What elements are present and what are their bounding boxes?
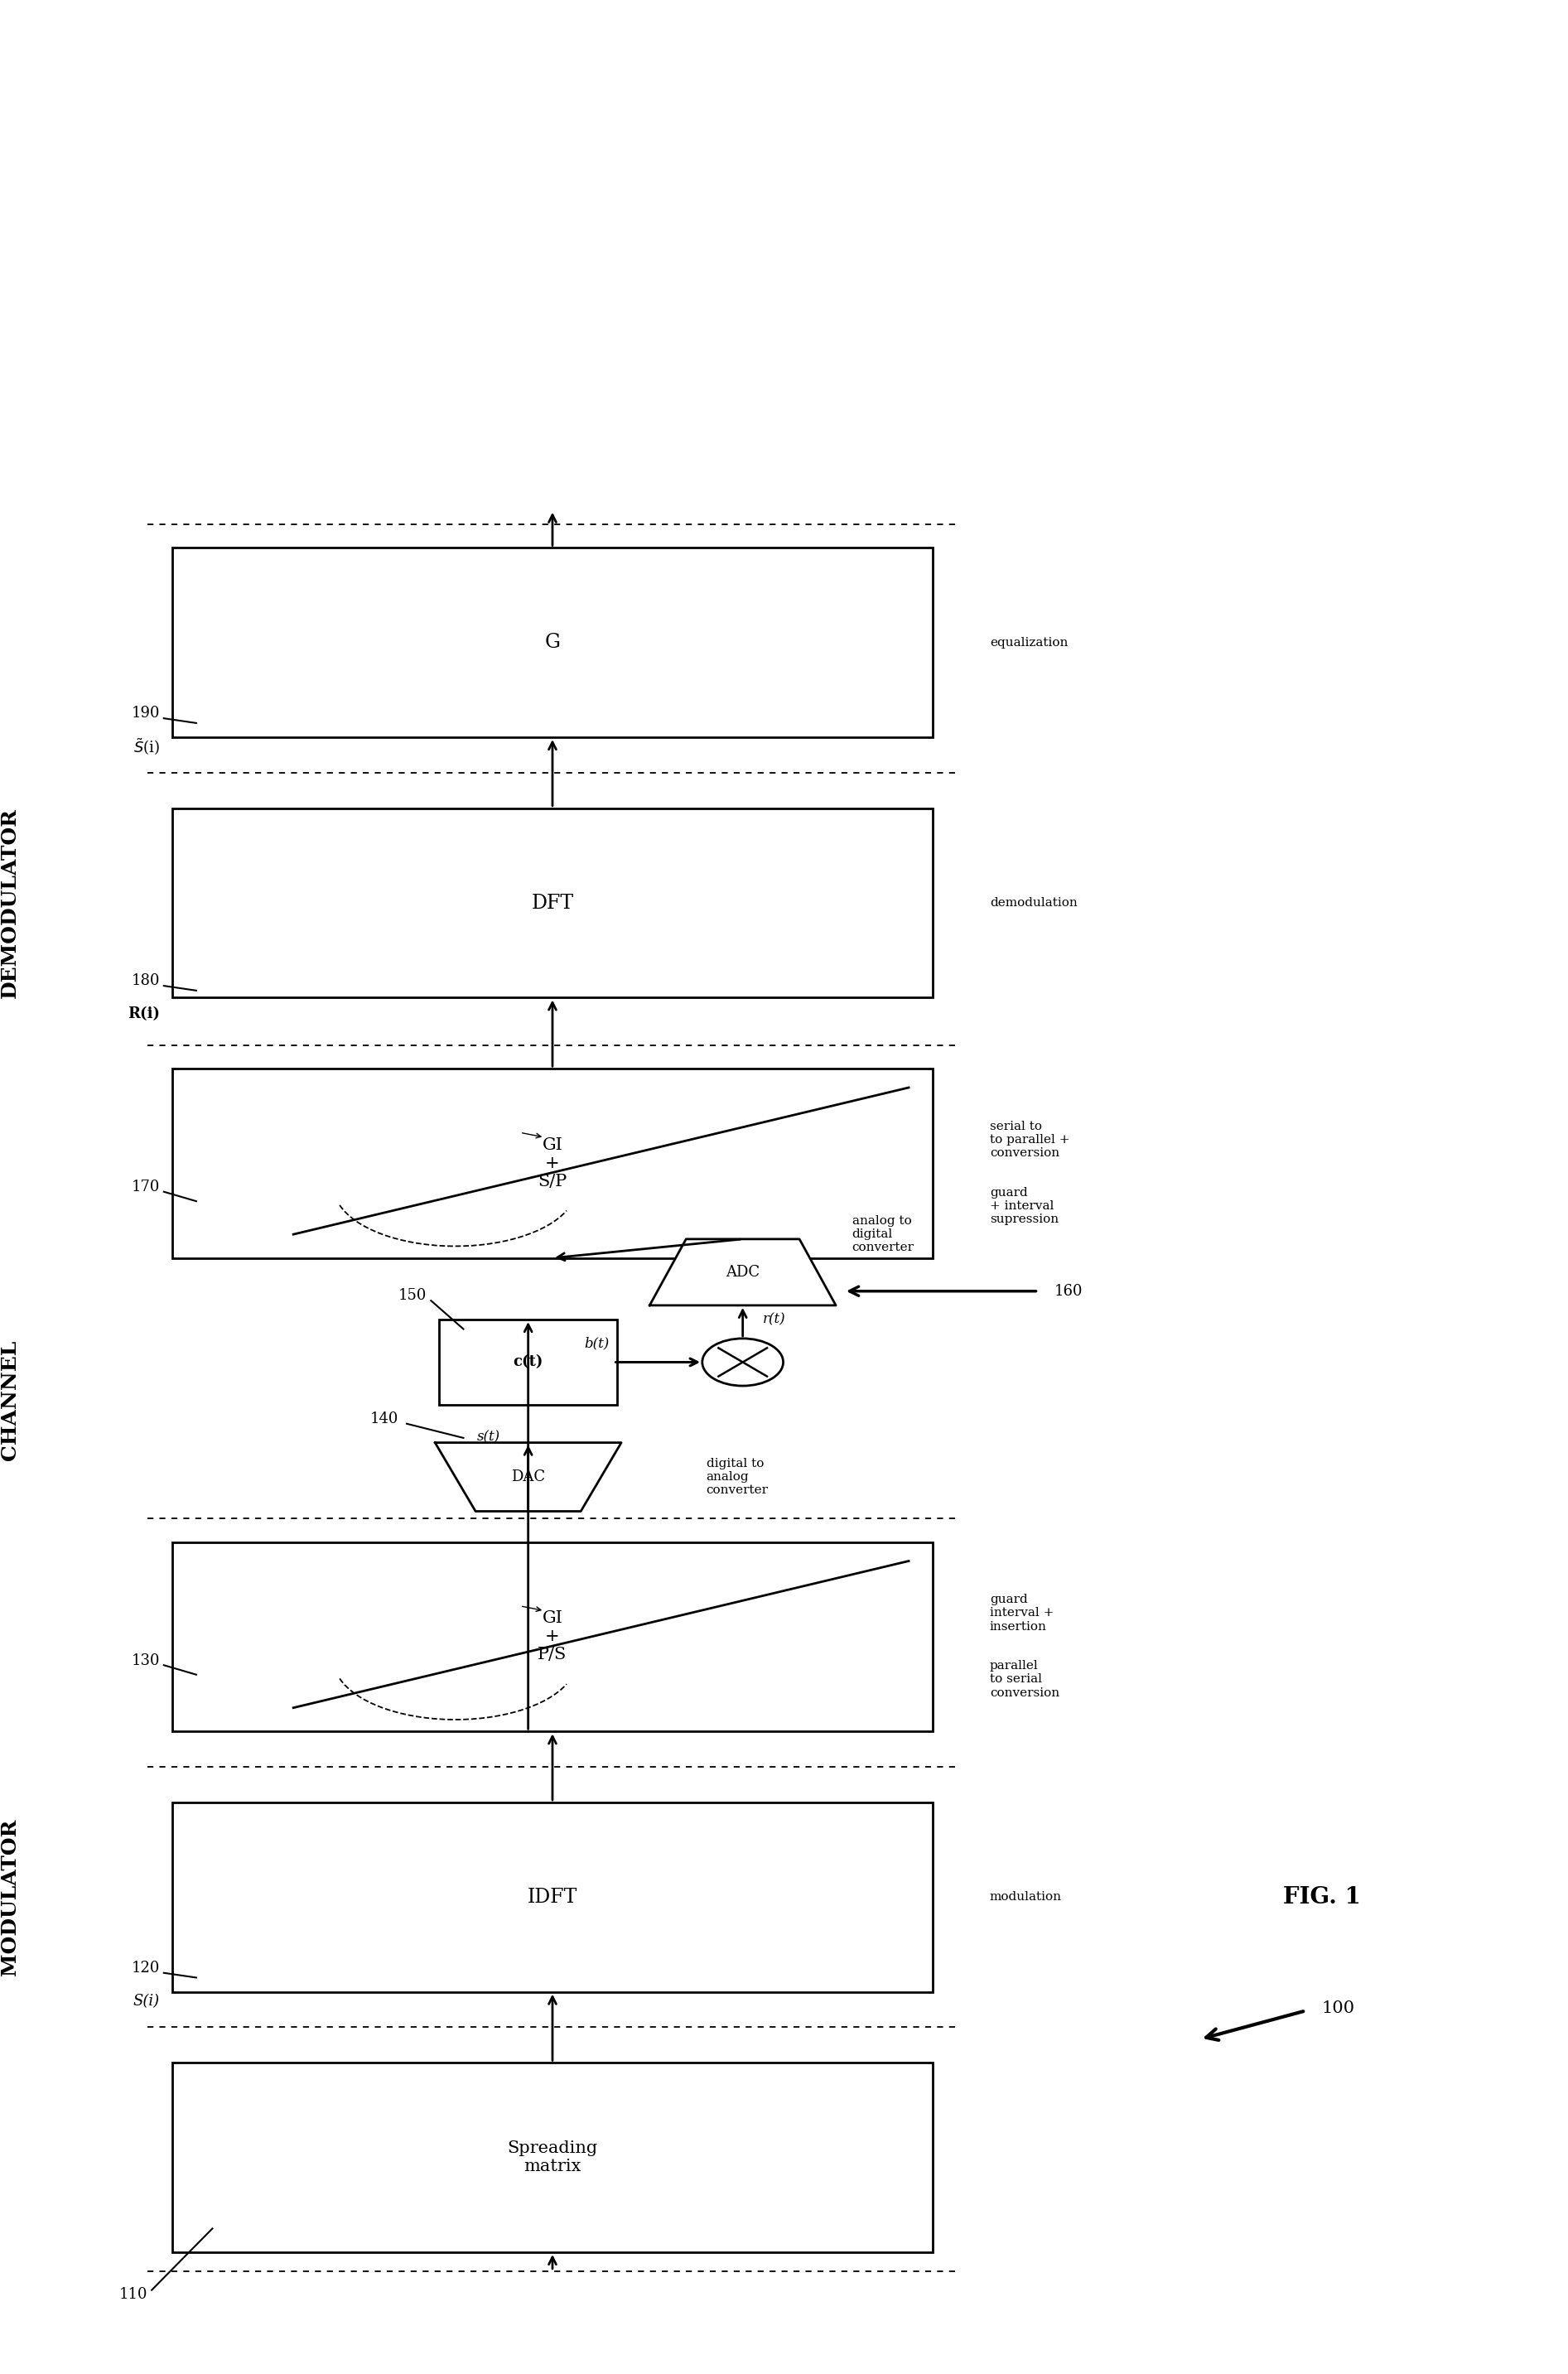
Text: c(t): c(t)	[513, 1356, 543, 1370]
Text: s(t): s(t)	[477, 1429, 500, 1443]
Text: demodulation: demodulation	[989, 897, 1077, 909]
Text: IDFT: IDFT	[527, 1887, 577, 1906]
Text: DEMODULATOR: DEMODULATOR	[0, 807, 20, 997]
Bar	[172, 1543, 933, 1731]
Text: analog to
digital
converter: analog to digital converter	[851, 1215, 914, 1253]
Text: CHANNEL: CHANNEL	[0, 1339, 20, 1460]
Text: GI
+
S/P: GI + S/P	[538, 1137, 568, 1189]
Text: S(i): S(i)	[133, 1994, 160, 2008]
Text: 160: 160	[1054, 1284, 1083, 1299]
Text: 130: 130	[132, 1652, 160, 1669]
Text: 110: 110	[119, 2286, 147, 2303]
Bar	[439, 1320, 618, 1405]
Text: 170: 170	[132, 1180, 160, 1194]
Text: FIG. 1: FIG. 1	[1283, 1885, 1361, 1909]
Bar	[172, 1068, 933, 1258]
Text: GI
+
P/S: GI + P/S	[538, 1610, 568, 1662]
Text: digital to
analog
converter: digital to analog converter	[706, 1458, 768, 1496]
Text: MODULATOR: MODULATOR	[0, 1818, 20, 1975]
Text: R(i): R(i)	[127, 1007, 160, 1021]
Polygon shape	[649, 1239, 836, 1306]
Text: DAC: DAC	[511, 1470, 546, 1484]
Bar	[172, 1802, 933, 1992]
Text: equalization: equalization	[989, 636, 1068, 648]
Text: 120: 120	[132, 1961, 160, 1975]
Text: guard
+ interval
supression: guard + interval supression	[989, 1187, 1058, 1225]
Bar	[172, 2063, 933, 2253]
Polygon shape	[434, 1443, 621, 1512]
Text: 140: 140	[370, 1413, 398, 1427]
Text: guard
interval +
insertion: guard interval + insertion	[989, 1593, 1054, 1633]
Text: DFT: DFT	[532, 893, 574, 912]
Text: serial to
to parallel +
conversion: serial to to parallel + conversion	[989, 1121, 1069, 1159]
Text: 190: 190	[132, 705, 160, 722]
Text: 100: 100	[1322, 2001, 1355, 2016]
Text: $\tilde{S}$(i): $\tilde{S}$(i)	[133, 736, 160, 757]
Text: b(t): b(t)	[585, 1337, 610, 1351]
Text: G: G	[544, 634, 560, 653]
Bar	[172, 548, 933, 738]
Text: modulation: modulation	[989, 1892, 1062, 1904]
Text: Spreading
matrix: Spreading matrix	[508, 2141, 597, 2175]
Text: 180: 180	[132, 973, 160, 988]
Text: 150: 150	[398, 1289, 426, 1303]
Bar	[172, 807, 933, 997]
Text: r(t): r(t)	[764, 1313, 786, 1327]
Text: parallel
to serial
conversion: parallel to serial conversion	[989, 1659, 1060, 1697]
Text: ADC: ADC	[726, 1265, 760, 1280]
